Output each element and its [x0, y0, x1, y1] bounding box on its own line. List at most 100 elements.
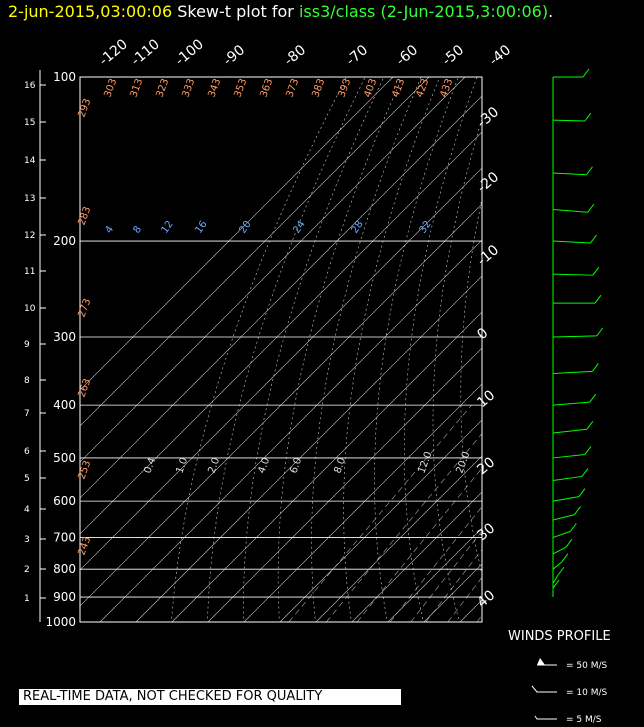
mixing-ratio-label: 12.0: [416, 450, 434, 475]
dry-adiabat-label-group: 393: [336, 77, 353, 99]
top-temperature-label-group: -120: [96, 36, 131, 69]
moist-adiabat-label: 28: [349, 219, 365, 236]
top-temperature-label-group: -100: [172, 36, 207, 69]
dry-adiabat-label-group: 413: [390, 77, 407, 99]
dry-adiabat-line: [243, 77, 385, 622]
height-tick-label: 2: [24, 565, 30, 575]
isotherm-line: [568, 77, 644, 622]
dry-adiabat-line: [460, 197, 482, 576]
mixing-ratio-label-group: 6.0: [288, 456, 304, 475]
right-temperature-label-group: 40: [474, 587, 498, 611]
height-tick-label: 1: [24, 594, 30, 604]
pressure-tick-label: 400: [53, 398, 76, 412]
dry-adiabat-label-group: 363: [258, 77, 275, 99]
dry-adiabat-label-group: 433: [438, 77, 455, 99]
legend-barb-5: [534, 715, 557, 720]
top-temperature-label: -50: [439, 42, 467, 69]
wind-barb: [552, 546, 567, 555]
height-tick-label: 9: [24, 340, 30, 350]
dry-adiabat-label: 333: [180, 77, 197, 99]
wind-barb: [552, 119, 585, 122]
pressure-tick-label: 500: [53, 451, 76, 465]
dry-adiabat-label-group: 283: [76, 205, 93, 227]
dry-adiabat-label-group: 383: [310, 77, 327, 99]
isotherm-line: [80, 77, 394, 391]
isotherm-line: [279, 419, 482, 622]
title-station: iss3/class: [298, 2, 376, 21]
mixing-ratio-line: [425, 549, 482, 622]
wind-barb-flag: [586, 166, 593, 176]
right-temperature-label-group: 30: [474, 520, 498, 544]
wind-barb: [552, 561, 563, 570]
mixing-ratio-label: 2.0: [206, 456, 222, 475]
dry-adiabat-line: [488, 77, 536, 634]
mixing-ratio-label-group: 8.0: [332, 456, 348, 475]
isotherm-line: [387, 527, 482, 622]
isotherm-line: [99, 239, 482, 622]
quality-disclaimer: REAL-TIME DATA, NOT CHECKED FOR QUALITY: [19, 689, 401, 705]
title-mid: Skew-t plot for: [177, 2, 294, 21]
mixing-ratio-line: [476, 614, 482, 622]
dry-adiabat-line: [311, 77, 422, 622]
height-tick-label: 3: [24, 535, 30, 545]
dry-adiabat-label-group: 343: [206, 77, 223, 99]
wind-barb: [552, 530, 571, 539]
height-tick-label: 8: [24, 376, 30, 386]
height-tick-label: 10: [24, 304, 36, 314]
top-temperature-label: -110: [128, 36, 163, 69]
moist-adiabat-label-group: 28: [349, 219, 365, 236]
top-temperature-label: -80: [281, 42, 309, 69]
height-tick-label: 13: [24, 194, 35, 204]
mixing-ratio-label: 6.0: [288, 456, 304, 475]
wind-barb-flag: [590, 234, 597, 244]
wind-barb-flag: [587, 203, 595, 213]
dry-adiabat-line: [277, 77, 403, 622]
dry-adiabat-label-group: 303: [102, 77, 119, 99]
dry-adiabat-line: [514, 77, 573, 634]
dry-adiabat-line: [432, 118, 482, 622]
dry-adiabat-label: 433: [438, 77, 455, 99]
dry-adiabat-label-group: 423: [414, 77, 431, 99]
height-tick-label: 15: [24, 118, 35, 128]
wind-barb: [552, 335, 597, 338]
dry-adiabat-line: [563, 77, 644, 634]
dry-adiabat-label: 293: [76, 97, 93, 119]
dry-adiabat-label: 263: [76, 377, 93, 399]
dry-adiabat-label: 343: [206, 77, 223, 99]
wind-legend-10: = 10 M/S: [566, 688, 608, 698]
isotherm-line: [423, 563, 482, 622]
wind-barb-flag: [552, 579, 560, 589]
dry-adiabat-label-group: 333: [180, 77, 197, 99]
dry-adiabat-line: [610, 77, 644, 634]
dry-adiabat-label-group: 353: [232, 77, 249, 99]
wind-barb: [552, 475, 583, 481]
pressure-tick-label: 600: [53, 494, 76, 508]
title-paren: (2-Jun-2015,3:00:06): [380, 2, 549, 21]
mixing-ratio-label-group: 2.0: [206, 456, 222, 475]
mixing-ratio-line: [410, 530, 482, 622]
wind-barb: [552, 428, 587, 434]
dry-adiabat-line: [587, 77, 644, 634]
temperature-trace: [507, 77, 644, 597]
right-temperature-label-group: -20: [474, 169, 502, 196]
wind-barb-flag: [569, 523, 577, 532]
title-period: .: [548, 2, 554, 21]
top-temperature-label-group: -60: [393, 42, 421, 69]
top-temperature-label: -120: [96, 36, 131, 69]
dry-adiabat-label: 383: [310, 77, 327, 99]
wind-barb-flag: [594, 294, 602, 304]
dry-adiabat-label: 363: [258, 77, 275, 99]
mixing-ratio-label: 4.0: [256, 456, 272, 475]
top-temperature-label-group: -110: [128, 36, 163, 69]
top-temperature-label-group: -90: [220, 42, 248, 69]
pressure-tick-label: 1000: [45, 615, 76, 629]
wind-legend-50: = 50 M/S: [566, 661, 608, 671]
mixing-ratio-line: [389, 506, 482, 622]
moist-adiabat-label-group: 32: [417, 219, 433, 236]
dry-adiabat-line: [207, 77, 366, 622]
moist-adiabat-label-group: 4: [103, 224, 116, 236]
dry-adiabat-label-group: 273: [76, 297, 93, 319]
moist-adiabat-label: 8: [131, 224, 144, 236]
wind-barb-flag: [589, 393, 597, 403]
winds-profile-title: WINDS PROFILE: [508, 629, 611, 644]
